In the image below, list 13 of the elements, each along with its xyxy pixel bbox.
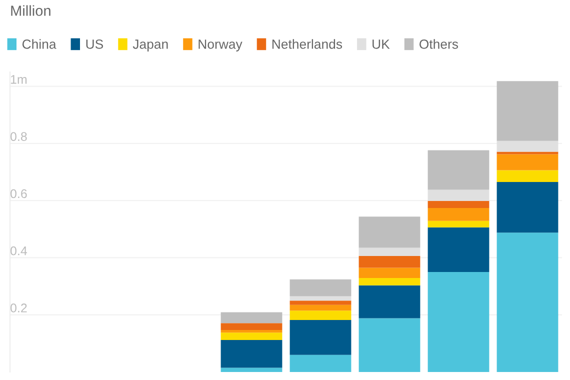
- y-tick-label: 0.4: [10, 246, 28, 256]
- y-tick-label: 0.6: [10, 189, 27, 198]
- legend-label: China: [22, 39, 56, 49]
- legend-label: Netherlands: [272, 39, 342, 49]
- legend-label: Norway: [198, 40, 242, 52]
- legend-label: UK: [372, 40, 390, 49]
- legend-label: Others: [420, 39, 458, 49]
- y-tick-label: 0.8: [10, 132, 27, 141]
- y-tick-label: 0.2: [10, 304, 27, 312]
- legend-label: US: [86, 39, 104, 49]
- y-axis-title: Million: [11, 5, 50, 16]
- y-tick-label: 1m: [10, 75, 27, 84]
- legend-label: Japan: [132, 40, 168, 52]
